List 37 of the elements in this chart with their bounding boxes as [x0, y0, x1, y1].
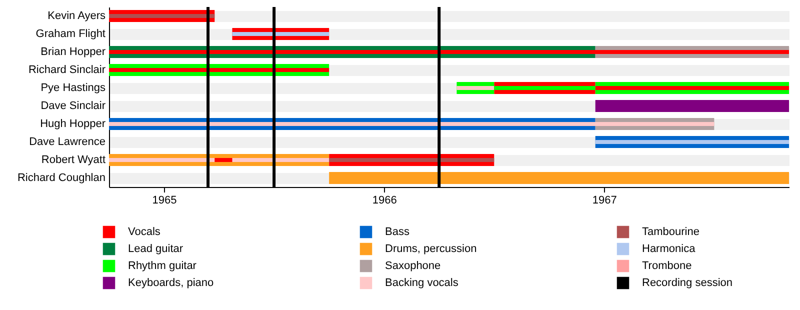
bar — [494, 86, 596, 90]
legend-label: Drums, percussion — [385, 243, 477, 255]
legend-label: Vocals — [128, 226, 161, 238]
x-tick-label: 1966 — [372, 194, 397, 206]
legend-label: Backing vocals — [385, 277, 459, 289]
bar — [456, 86, 494, 90]
legend-label: Trombone — [642, 260, 692, 272]
legend-label: Rhythm guitar — [128, 260, 197, 272]
x-tick-label: 1965 — [152, 194, 177, 206]
y-tick-label: Dave Sinclair — [40, 100, 106, 112]
bar — [595, 86, 789, 90]
y-tick-label: Pye Hastings — [40, 82, 106, 94]
x-tick-label: 1967 — [592, 194, 617, 206]
y-tick-label: Richard Coughlan — [17, 172, 106, 184]
legend-label: Tambourine — [642, 226, 700, 238]
legend-label: Keyboards, piano — [128, 277, 214, 289]
legend-label: Bass — [385, 226, 410, 238]
bar — [232, 32, 330, 36]
legend-label: Lead guitar — [128, 243, 184, 255]
bar — [109, 14, 215, 18]
y-tick-label: Graham Flight — [36, 28, 106, 40]
y-tick-label: Dave Lawrence — [29, 136, 106, 148]
bar — [595, 100, 789, 112]
y-tick-label: Robert Wyatt — [41, 154, 106, 166]
bar — [109, 158, 330, 162]
legend-label: Recording session — [642, 277, 732, 289]
y-tick-label: Kevin Ayers — [48, 10, 106, 22]
y-tick-label: Hugh Hopper — [40, 118, 106, 130]
bar — [109, 50, 789, 54]
legend-label: Harmonica — [642, 243, 696, 255]
bar — [109, 68, 330, 72]
y-tick-label: Richard Sinclair — [28, 64, 106, 76]
bar — [214, 158, 232, 162]
bar — [329, 158, 494, 162]
legend-label: Saxophone — [385, 260, 441, 272]
y-tick-label: Brian Hopper — [40, 46, 106, 58]
bar — [595, 140, 789, 144]
